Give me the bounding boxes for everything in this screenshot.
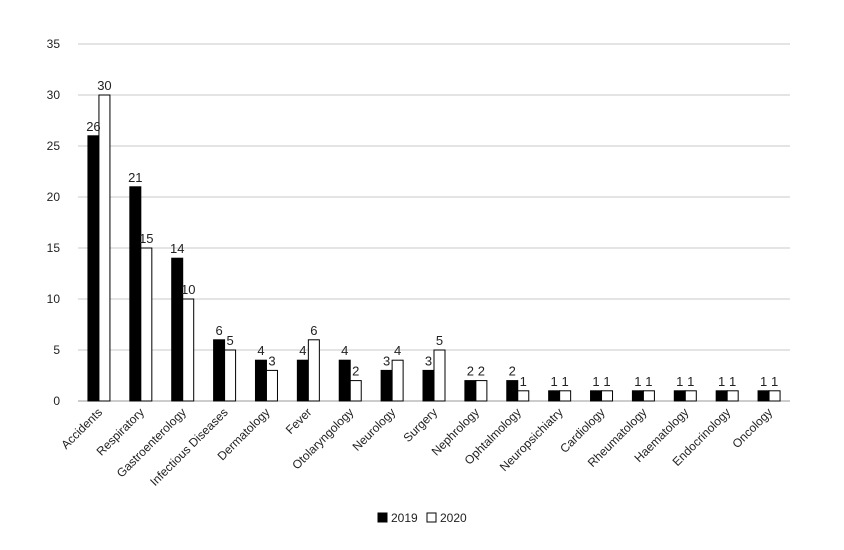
legend-label: 2020: [440, 511, 467, 525]
data-label: 1: [771, 374, 778, 389]
bar-2019: [129, 186, 142, 402]
bar-2019: [171, 257, 184, 402]
bar-2019: [296, 359, 309, 402]
bar-2019: [422, 369, 435, 402]
y-tick-label: 15: [47, 241, 61, 255]
data-label: 2: [467, 364, 474, 379]
bar-2020: [601, 390, 614, 402]
data-label: 1: [729, 374, 736, 389]
data-label: 5: [436, 333, 443, 348]
data-label: 2: [352, 364, 359, 379]
data-label: 6: [215, 323, 222, 338]
bar-2020: [307, 339, 320, 402]
bar-2020: [182, 298, 195, 402]
x-category-label: Surgery: [401, 405, 441, 445]
data-label: 4: [394, 343, 401, 358]
data-label: 1: [760, 374, 767, 389]
bar-2020: [224, 349, 237, 402]
bar-2020: [391, 359, 404, 402]
data-label: 14: [170, 241, 184, 256]
bar-2020: [768, 390, 781, 402]
bar-2019: [254, 359, 267, 402]
data-label: 15: [139, 231, 153, 246]
bar-2019: [87, 135, 100, 402]
y-tick-label: 20: [47, 190, 61, 204]
data-label: 1: [687, 374, 694, 389]
y-tick-label: 5: [53, 343, 60, 357]
bar-2020: [98, 94, 111, 402]
x-category-label: Oncology: [729, 405, 775, 451]
bar-2020: [140, 247, 153, 402]
data-label: 1: [676, 374, 683, 389]
legend-label: 2019: [391, 511, 418, 525]
data-label: 26: [86, 119, 100, 134]
legend-swatch-2020: [426, 512, 437, 523]
data-label: 4: [257, 343, 264, 358]
y-tick-label: 30: [47, 88, 61, 102]
x-category-label: Fever: [283, 405, 315, 437]
bar-2020: [684, 390, 697, 402]
bar-2020: [433, 349, 446, 402]
data-label: 3: [383, 353, 390, 368]
bar-2019: [380, 369, 393, 402]
bar-2019: [631, 390, 644, 402]
data-label: 3: [425, 353, 432, 368]
bars: [87, 94, 781, 402]
y-tick-label: 35: [47, 37, 61, 51]
bar-2020: [726, 390, 739, 402]
data-label: 1: [551, 374, 558, 389]
bar-2019: [590, 390, 603, 402]
bar-2020: [265, 369, 278, 402]
y-tick-label: 25: [47, 139, 61, 153]
data-label: 3: [268, 353, 275, 368]
bar-2019: [464, 380, 477, 402]
y-tick-label: 0: [53, 394, 60, 408]
bar-2019: [338, 359, 351, 402]
y-tick-label: 10: [47, 292, 61, 306]
bar-2019: [548, 390, 561, 402]
data-label: 6: [310, 323, 317, 338]
bar-2020: [475, 380, 488, 402]
data-label: 1: [718, 374, 725, 389]
bar-2020: [642, 390, 655, 402]
data-label: 30: [97, 78, 111, 93]
bar-2020: [517, 390, 530, 402]
data-label: 4: [341, 343, 348, 358]
bar-2019: [673, 390, 686, 402]
bar-2019: [757, 390, 770, 402]
data-label: 1: [592, 374, 599, 389]
bar-2019: [506, 380, 519, 402]
legend: 2019 2020: [377, 511, 467, 525]
x-category-label: Neurology: [350, 405, 399, 454]
data-label: 21: [128, 170, 142, 185]
data-label: 1: [562, 374, 569, 389]
bar-2020: [349, 380, 362, 402]
data-label: 5: [226, 333, 233, 348]
x-category-label: Infectious Diseases: [147, 405, 230, 488]
x-axis-categories: AccidentsRespiratoryGastroenterologyInfe…: [58, 405, 775, 488]
bar-2020: [559, 390, 572, 402]
bar-2019: [213, 339, 226, 402]
gridlines: [78, 43, 790, 402]
data-label: 2: [478, 364, 485, 379]
legend-swatch-2019: [377, 512, 388, 523]
data-label: 2: [509, 364, 516, 379]
data-label: 1: [634, 374, 641, 389]
data-label: 1: [645, 374, 652, 389]
data-label: 1: [520, 374, 527, 389]
bar-2019: [715, 390, 728, 402]
data-label: 10: [181, 282, 195, 297]
data-label: 1: [603, 374, 610, 389]
data-label: 4: [299, 343, 306, 358]
y-axis-ticks: 0 5 10 15 20 25 30 35: [47, 37, 61, 408]
